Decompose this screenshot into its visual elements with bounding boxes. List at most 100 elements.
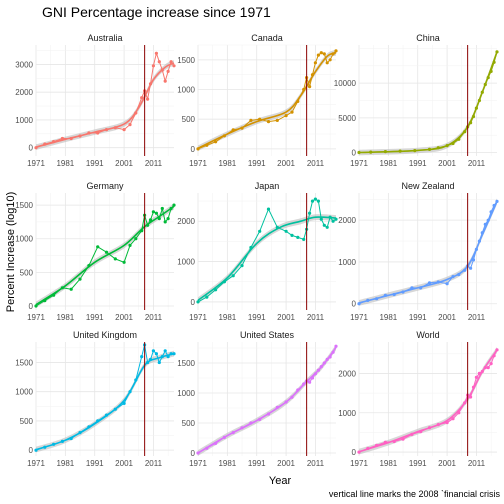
data-point — [489, 69, 493, 73]
data-point — [328, 355, 332, 359]
data-point — [275, 405, 279, 409]
data-point — [166, 69, 170, 73]
data-point — [157, 217, 161, 221]
data-point — [331, 350, 335, 354]
data-point — [275, 118, 279, 122]
data-point — [383, 440, 387, 444]
data-point — [316, 53, 320, 57]
x-tick-label: 1991 — [409, 459, 427, 468]
data-point — [375, 443, 379, 447]
data-point — [489, 210, 493, 214]
data-point — [474, 375, 478, 379]
data-point — [483, 82, 487, 87]
data-point — [492, 203, 496, 208]
data-point — [222, 280, 226, 284]
data-point — [319, 51, 323, 55]
y-axis-label: Percent Increase (log10) — [5, 192, 17, 312]
y-tick-label: 1500 — [15, 201, 33, 210]
data-point — [457, 272, 461, 277]
data-point — [331, 52, 335, 56]
data-point — [231, 274, 235, 278]
data-point — [128, 243, 132, 247]
x-tick-label: 2001 — [438, 159, 456, 168]
data-point — [451, 141, 455, 146]
x-tick-label: 1971 — [350, 159, 368, 168]
y-tick-label: 0 — [29, 144, 34, 153]
data-point — [43, 299, 47, 303]
data-point — [316, 199, 320, 203]
data-point — [366, 298, 370, 302]
data-point — [151, 64, 155, 68]
data-point — [172, 352, 176, 356]
data-point — [290, 395, 294, 399]
data-point — [319, 217, 323, 221]
data-point — [334, 49, 338, 53]
facet-strip-label: World — [416, 330, 439, 340]
x-tick-label: 1981 — [56, 459, 74, 468]
facet-strip-label: China — [416, 33, 440, 43]
data-point — [492, 60, 496, 64]
x-tick-label: 1991 — [409, 313, 427, 322]
data-point — [483, 366, 487, 370]
data-point — [122, 260, 126, 264]
x-tick-label: 2011 — [468, 313, 486, 322]
data-point — [140, 355, 144, 359]
data-point — [122, 128, 126, 132]
y-tick-label: 0 — [352, 300, 357, 309]
y-tick-label: 0 — [352, 448, 357, 457]
trend-line — [197, 51, 337, 150]
data-point — [477, 371, 481, 375]
data-point — [148, 82, 153, 86]
x-tick-label: 1991 — [86, 313, 104, 322]
y-tick-label: 0 — [29, 446, 34, 455]
data-point — [196, 300, 200, 304]
data-point — [169, 352, 173, 356]
y-tick-label: 1500 — [177, 56, 195, 65]
facet-strip-label: United Kingdom — [73, 330, 137, 340]
data-point — [258, 229, 262, 233]
data-point — [96, 245, 100, 249]
data-point — [308, 380, 312, 384]
data-point — [240, 426, 244, 430]
data-point — [146, 360, 150, 365]
data-point — [214, 140, 218, 144]
data-point — [401, 290, 405, 294]
data-point — [52, 442, 56, 446]
data-point — [240, 264, 244, 268]
data-point — [483, 222, 487, 226]
facet-strip-label: United States — [240, 330, 295, 340]
data-point — [163, 349, 167, 353]
data-point — [480, 231, 484, 235]
y-tick-label: 0 — [191, 145, 196, 154]
data-point — [383, 293, 387, 297]
x-tick-label: 2001 — [438, 459, 456, 468]
data-point — [69, 136, 73, 141]
x-tick-label: 1981 — [218, 313, 236, 322]
x-tick-label: 1981 — [56, 313, 74, 322]
data-point — [96, 419, 100, 423]
data-point — [151, 210, 155, 214]
data-point — [308, 211, 312, 215]
trend-confidence-band — [359, 198, 497, 306]
data-point — [266, 412, 271, 416]
data-point — [486, 76, 490, 80]
data-point — [410, 286, 414, 290]
data-point — [290, 110, 294, 114]
data-point — [166, 217, 170, 221]
facet-strip-label: Germany — [86, 181, 124, 191]
data-point — [205, 295, 209, 299]
data-point — [325, 61, 329, 65]
data-point — [52, 293, 56, 297]
data-point — [128, 123, 132, 127]
data-point — [457, 411, 461, 415]
data-point — [445, 144, 449, 148]
data-point — [334, 344, 338, 348]
x-tick-label: 1971 — [189, 313, 207, 322]
x-tick-label: 2011 — [307, 159, 325, 168]
data-point — [69, 287, 73, 291]
data-point — [196, 147, 200, 151]
data-point — [154, 51, 158, 55]
data-point — [148, 218, 153, 222]
data-point — [266, 120, 271, 124]
